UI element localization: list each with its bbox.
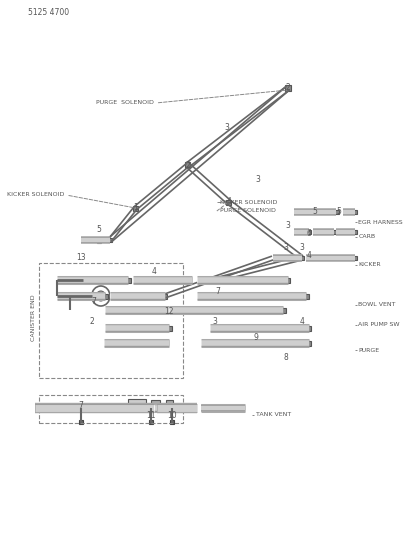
Text: CARB: CARB bbox=[358, 235, 375, 239]
Text: 3: 3 bbox=[286, 221, 290, 230]
Bar bbox=[281, 308, 286, 312]
Text: 13: 13 bbox=[76, 254, 86, 262]
Bar bbox=[167, 326, 172, 330]
Text: 8: 8 bbox=[284, 353, 288, 362]
Text: CANISTER END: CANISTER END bbox=[31, 295, 36, 341]
Text: PURGE: PURGE bbox=[358, 348, 379, 352]
Text: 4: 4 bbox=[151, 268, 156, 277]
Text: 3: 3 bbox=[284, 244, 289, 253]
Text: 5: 5 bbox=[312, 207, 317, 216]
Bar bbox=[332, 230, 335, 234]
Bar bbox=[226, 199, 231, 205]
Bar bbox=[307, 230, 311, 234]
Text: 4: 4 bbox=[307, 252, 312, 261]
Bar bbox=[307, 326, 311, 330]
Text: 2: 2 bbox=[89, 318, 94, 327]
Text: 12: 12 bbox=[164, 308, 174, 317]
Text: 4: 4 bbox=[299, 318, 304, 327]
Bar bbox=[97, 238, 101, 243]
Text: EGR HARNESS: EGR HARNESS bbox=[358, 220, 403, 224]
Bar bbox=[162, 294, 167, 298]
Bar bbox=[151, 400, 160, 406]
Text: 7: 7 bbox=[91, 297, 96, 306]
Text: 7: 7 bbox=[215, 287, 220, 296]
Text: 3: 3 bbox=[224, 124, 229, 133]
Bar bbox=[353, 256, 357, 260]
Bar bbox=[149, 420, 153, 424]
Text: PURGE SOLENOID: PURGE SOLENOID bbox=[220, 208, 275, 214]
Bar bbox=[170, 420, 174, 424]
Bar bbox=[166, 400, 173, 406]
Text: 9: 9 bbox=[254, 334, 259, 343]
Bar bbox=[285, 85, 291, 91]
Text: AIR PUMP SW: AIR PUMP SW bbox=[358, 322, 400, 327]
Bar bbox=[167, 308, 172, 312]
Text: 2: 2 bbox=[286, 84, 290, 93]
Text: 6: 6 bbox=[307, 229, 312, 238]
Text: KICKER SOLENOID: KICKER SOLENOID bbox=[7, 192, 64, 198]
Bar bbox=[304, 294, 308, 298]
Bar bbox=[79, 420, 82, 424]
Bar bbox=[133, 206, 138, 211]
Bar bbox=[39, 263, 183, 378]
Text: PURGE  SOLENOID: PURGE SOLENOID bbox=[96, 101, 154, 106]
Text: TANK VENT: TANK VENT bbox=[256, 413, 291, 417]
Text: 2: 2 bbox=[185, 160, 190, 169]
Bar bbox=[103, 294, 108, 298]
Bar bbox=[185, 162, 191, 168]
Bar bbox=[128, 399, 146, 407]
Bar bbox=[300, 256, 304, 260]
Text: 5: 5 bbox=[336, 207, 341, 216]
Bar bbox=[334, 210, 339, 214]
Text: 4: 4 bbox=[226, 198, 231, 206]
Text: 3: 3 bbox=[299, 244, 304, 253]
Circle shape bbox=[96, 291, 105, 301]
Bar bbox=[39, 395, 183, 423]
Bar bbox=[286, 278, 290, 282]
Bar bbox=[108, 238, 112, 242]
Text: 5125 4700: 5125 4700 bbox=[28, 8, 69, 17]
Text: KICKER: KICKER bbox=[358, 262, 381, 268]
Text: 11: 11 bbox=[146, 410, 156, 419]
Text: 5: 5 bbox=[97, 225, 102, 235]
Text: KICKER SOLENOID: KICKER SOLENOID bbox=[220, 199, 277, 205]
Text: 7: 7 bbox=[78, 400, 83, 409]
Bar bbox=[353, 230, 357, 234]
Text: 10: 10 bbox=[167, 410, 177, 419]
Bar bbox=[126, 278, 131, 282]
Bar bbox=[353, 210, 357, 214]
Text: 3: 3 bbox=[213, 318, 217, 327]
Text: BOWL VENT: BOWL VENT bbox=[358, 303, 396, 308]
Text: 3: 3 bbox=[255, 175, 260, 184]
Text: 1: 1 bbox=[133, 204, 138, 213]
Bar bbox=[307, 341, 311, 345]
